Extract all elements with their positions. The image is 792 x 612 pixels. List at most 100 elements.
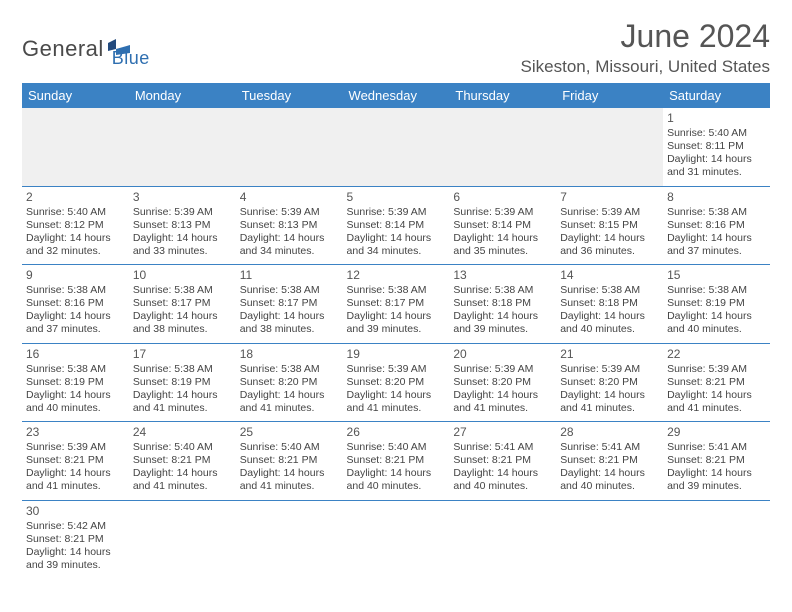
calendar-day-cell: 9Sunrise: 5:38 AMSunset: 8:16 PMDaylight… (22, 265, 129, 344)
calendar-day-cell: 25Sunrise: 5:40 AMSunset: 8:21 PMDayligh… (236, 422, 343, 501)
sunset-text: Sunset: 8:13 PM (133, 219, 232, 232)
daylight2-text: and 40 minutes. (560, 480, 659, 493)
day-number: 16 (26, 347, 125, 362)
sunrise-text: Sunrise: 5:38 AM (240, 363, 339, 376)
daylight2-text: and 41 minutes. (240, 480, 339, 493)
page-title: June 2024 (521, 18, 770, 55)
sunset-text: Sunset: 8:18 PM (560, 297, 659, 310)
daylight1-text: Daylight: 14 hours (26, 389, 125, 402)
daylight2-text: and 37 minutes. (26, 323, 125, 336)
daylight2-text: and 41 minutes. (240, 402, 339, 415)
logo-text-general: General (22, 36, 104, 62)
daylight1-text: Daylight: 14 hours (26, 546, 125, 559)
sunset-text: Sunset: 8:14 PM (453, 219, 552, 232)
sunset-text: Sunset: 8:21 PM (133, 454, 232, 467)
day-number: 24 (133, 425, 232, 440)
calendar-day-cell: 2Sunrise: 5:40 AMSunset: 8:12 PMDaylight… (22, 186, 129, 265)
daylight1-text: Daylight: 14 hours (133, 389, 232, 402)
daylight2-text: and 41 minutes. (133, 402, 232, 415)
day-number: 8 (667, 190, 766, 205)
calendar-day-cell: 20Sunrise: 5:39 AMSunset: 8:20 PMDayligh… (449, 343, 556, 422)
calendar-day-cell: 18Sunrise: 5:38 AMSunset: 8:20 PMDayligh… (236, 343, 343, 422)
calendar-empty-cell (449, 108, 556, 186)
daylight2-text: and 40 minutes. (347, 480, 446, 493)
sunset-text: Sunset: 8:13 PM (240, 219, 339, 232)
daylight2-text: and 40 minutes. (560, 323, 659, 336)
daylight2-text: and 33 minutes. (133, 245, 232, 258)
calendar-day-cell: 30Sunrise: 5:42 AMSunset: 8:21 PMDayligh… (22, 500, 129, 578)
daylight2-text: and 40 minutes. (453, 480, 552, 493)
daylight2-text: and 36 minutes. (560, 245, 659, 258)
calendar-day-cell: 4Sunrise: 5:39 AMSunset: 8:13 PMDaylight… (236, 186, 343, 265)
calendar-row: 2Sunrise: 5:40 AMSunset: 8:12 PMDaylight… (22, 186, 770, 265)
sunset-text: Sunset: 8:17 PM (133, 297, 232, 310)
sunrise-text: Sunrise: 5:38 AM (133, 363, 232, 376)
calendar-day-cell: 26Sunrise: 5:40 AMSunset: 8:21 PMDayligh… (343, 422, 450, 501)
sunrise-text: Sunrise: 5:38 AM (133, 284, 232, 297)
day-header: Friday (556, 83, 663, 108)
daylight2-text: and 40 minutes. (667, 323, 766, 336)
sunset-text: Sunset: 8:19 PM (667, 297, 766, 310)
day-header: Tuesday (236, 83, 343, 108)
sunrise-text: Sunrise: 5:41 AM (453, 441, 552, 454)
sunset-text: Sunset: 8:19 PM (26, 376, 125, 389)
daylight1-text: Daylight: 14 hours (560, 310, 659, 323)
calendar-day-cell: 23Sunrise: 5:39 AMSunset: 8:21 PMDayligh… (22, 422, 129, 501)
day-header: Wednesday (343, 83, 450, 108)
daylight1-text: Daylight: 14 hours (347, 467, 446, 480)
daylight1-text: Daylight: 14 hours (133, 467, 232, 480)
sunrise-text: Sunrise: 5:38 AM (26, 363, 125, 376)
calendar-day-cell: 29Sunrise: 5:41 AMSunset: 8:21 PMDayligh… (663, 422, 770, 501)
sunset-text: Sunset: 8:21 PM (26, 533, 125, 546)
calendar-empty-cell (236, 500, 343, 578)
calendar-day-cell: 10Sunrise: 5:38 AMSunset: 8:17 PMDayligh… (129, 265, 236, 344)
sunrise-text: Sunrise: 5:38 AM (347, 284, 446, 297)
day-number: 5 (347, 190, 446, 205)
day-number: 21 (560, 347, 659, 362)
calendar-empty-cell (556, 108, 663, 186)
logo: General Blue (22, 18, 150, 69)
calendar-day-cell: 3Sunrise: 5:39 AMSunset: 8:13 PMDaylight… (129, 186, 236, 265)
logo-text-blue: Blue (112, 48, 150, 69)
daylight1-text: Daylight: 14 hours (667, 232, 766, 245)
daylight2-text: and 40 minutes. (26, 402, 125, 415)
sunset-text: Sunset: 8:17 PM (240, 297, 339, 310)
day-number: 18 (240, 347, 339, 362)
daylight2-text: and 35 minutes. (453, 245, 552, 258)
daylight1-text: Daylight: 14 hours (667, 389, 766, 402)
sunrise-text: Sunrise: 5:40 AM (133, 441, 232, 454)
sunrise-text: Sunrise: 5:39 AM (26, 441, 125, 454)
sunset-text: Sunset: 8:18 PM (453, 297, 552, 310)
sunset-text: Sunset: 8:11 PM (667, 140, 766, 153)
day-number: 7 (560, 190, 659, 205)
daylight2-text: and 41 minutes. (133, 480, 232, 493)
daylight1-text: Daylight: 14 hours (26, 310, 125, 323)
daylight1-text: Daylight: 14 hours (133, 310, 232, 323)
sunrise-text: Sunrise: 5:38 AM (560, 284, 659, 297)
daylight1-text: Daylight: 14 hours (453, 389, 552, 402)
sunrise-text: Sunrise: 5:42 AM (26, 520, 125, 533)
calendar-day-cell: 27Sunrise: 5:41 AMSunset: 8:21 PMDayligh… (449, 422, 556, 501)
day-number: 13 (453, 268, 552, 283)
daylight1-text: Daylight: 14 hours (240, 389, 339, 402)
sunrise-text: Sunrise: 5:39 AM (240, 206, 339, 219)
sunrise-text: Sunrise: 5:39 AM (453, 363, 552, 376)
day-number: 17 (133, 347, 232, 362)
day-number: 27 (453, 425, 552, 440)
daylight1-text: Daylight: 14 hours (560, 389, 659, 402)
day-header: Saturday (663, 83, 770, 108)
sunrise-text: Sunrise: 5:39 AM (133, 206, 232, 219)
day-number: 4 (240, 190, 339, 205)
daylight1-text: Daylight: 14 hours (347, 310, 446, 323)
title-block: June 2024 Sikeston, Missouri, United Sta… (521, 18, 770, 77)
calendar-day-cell: 14Sunrise: 5:38 AMSunset: 8:18 PMDayligh… (556, 265, 663, 344)
daylight1-text: Daylight: 14 hours (560, 467, 659, 480)
day-number: 6 (453, 190, 552, 205)
daylight2-text: and 41 minutes. (560, 402, 659, 415)
sunrise-text: Sunrise: 5:39 AM (453, 206, 552, 219)
sunset-text: Sunset: 8:21 PM (347, 454, 446, 467)
calendar-day-cell: 24Sunrise: 5:40 AMSunset: 8:21 PMDayligh… (129, 422, 236, 501)
sunset-text: Sunset: 8:21 PM (453, 454, 552, 467)
sunrise-text: Sunrise: 5:38 AM (667, 206, 766, 219)
daylight2-text: and 38 minutes. (240, 323, 339, 336)
